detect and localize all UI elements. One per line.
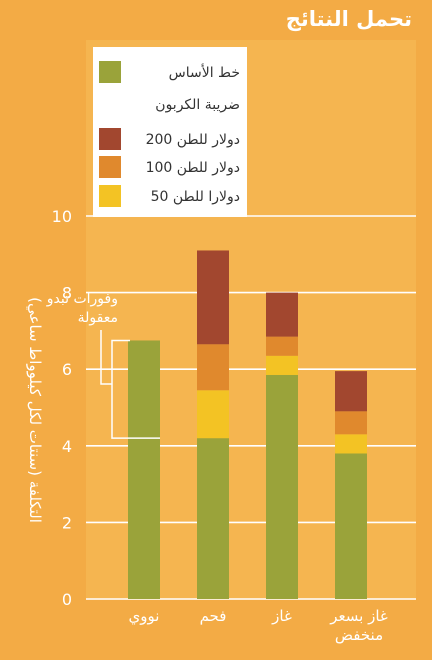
bar-segment [197, 438, 229, 599]
bar-segment [197, 250, 229, 345]
bar-segment [335, 453, 367, 599]
legend-label: 200 دولار للطن [146, 132, 240, 148]
legend: خط الأساس ضريبة الكربون 200 دولار للطن 100 … [99, 61, 240, 207]
x-tick-label: غاز [271, 607, 292, 625]
bar-segment [197, 390, 229, 439]
x-tick-label: نووي [129, 607, 160, 626]
bar-segment [335, 371, 367, 412]
annotation-text: وفورات تبدو [46, 291, 118, 307]
x-tick-label: فحم [200, 607, 227, 625]
bar-segment [266, 374, 298, 599]
bar-segment [266, 355, 298, 375]
x-tick-label: منخفض [335, 626, 383, 644]
bar-segment [128, 340, 160, 599]
x-tick-label: غاز بسعر [329, 607, 388, 625]
legend-swatch [99, 128, 121, 150]
bar-segment [335, 434, 367, 454]
y-tick-label: 8 [62, 284, 72, 303]
annotation-leader [100, 330, 112, 385]
y-tick-label: 4 [62, 437, 72, 456]
legend-swatch [99, 61, 121, 83]
bar-segment [266, 292, 298, 337]
bar-segment [266, 336, 298, 356]
y-tick-label: 0 [62, 590, 72, 609]
y-tick-label: 10 [52, 207, 72, 226]
legend-label: خط الأساس [169, 63, 240, 81]
y-axis-label: التكلفة (سنتات لكل كيلوواط ساعي) [25, 297, 44, 523]
annotation-text: معقولة [78, 310, 118, 326]
bar-segment [197, 344, 229, 391]
legend-label: 50 دولارا للطن [151, 189, 240, 205]
legend-swatch [99, 185, 121, 207]
y-tick-label: 2 [62, 513, 72, 532]
y-axis: 0 2 4 6 8 10 [52, 207, 72, 609]
legend-swatch [99, 156, 121, 178]
chart-title: تحمل النتائج [286, 7, 412, 31]
y-tick-label: 6 [62, 360, 72, 379]
bars [128, 250, 367, 599]
legend-label: 100 دولار للطن [146, 160, 240, 176]
legend-subheading: ضريبة الكربون [155, 97, 240, 113]
annotation-bracket [111, 339, 160, 439]
annotation: وفورات تبدو معقولة [46, 291, 160, 439]
bar-segment [335, 411, 367, 435]
